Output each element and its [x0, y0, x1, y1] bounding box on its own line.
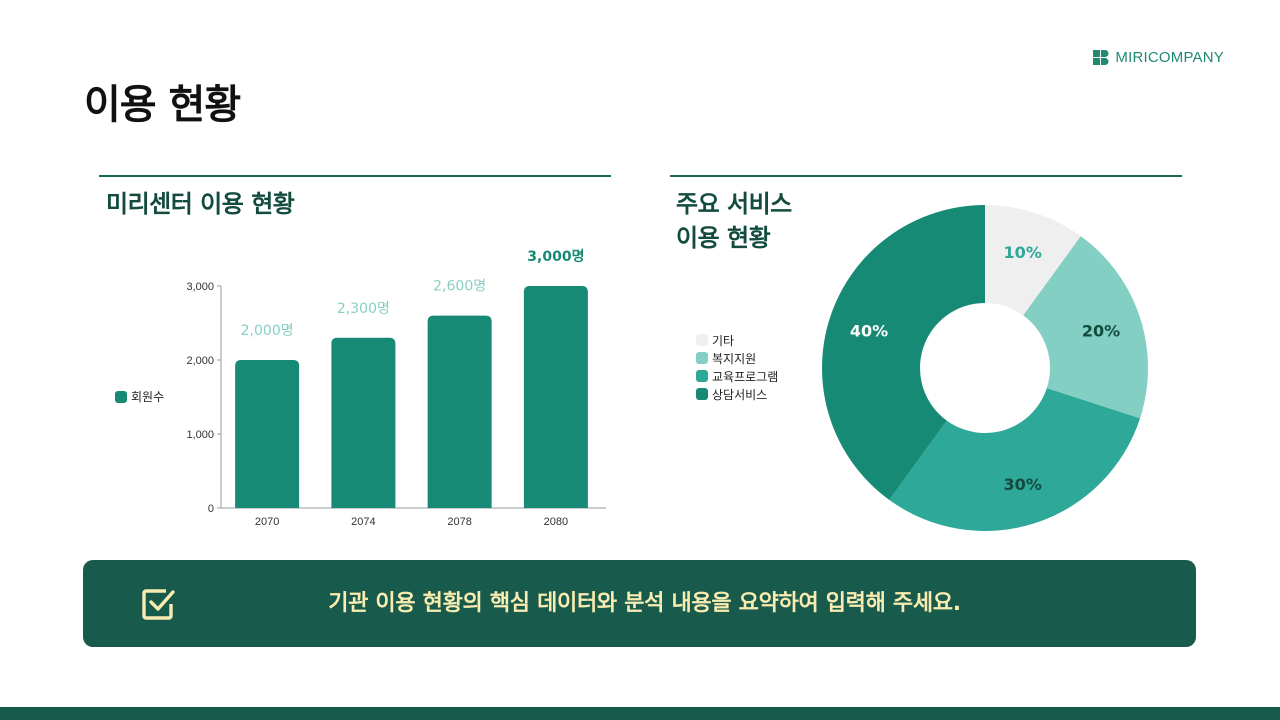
- service-donut-chart: 10% 20% 30% 40%: [822, 205, 1148, 531]
- legend-item-counseling: 상담서비스: [696, 385, 778, 403]
- donut-slice-welfare: [1023, 236, 1148, 419]
- summary-banner: 기관 이용 현황의 핵심 데이터와 분석 내용을 요약하여 입력해 주세요.: [83, 560, 1196, 647]
- bar-data-label: 2,000명: [241, 323, 294, 339]
- donut-panel-title: 주요 서비스 이용 현황: [676, 187, 792, 255]
- legend-swatch-counseling: [696, 388, 708, 400]
- bar-legend: 회원수: [115, 388, 164, 405]
- donut-data-label: 20%: [1082, 321, 1120, 340]
- legend-label-counseling: 상담서비스: [712, 387, 768, 402]
- panel-divider: [99, 175, 611, 177]
- y-tick-label: 1,000: [186, 429, 214, 441]
- donut-data-label: 40%: [850, 321, 888, 340]
- bar-data-label: 3,000명: [527, 248, 584, 265]
- bar-panel-title: 미리센터 이용 현황: [106, 190, 295, 218]
- x-tick-label: 2070: [255, 516, 279, 528]
- x-tick-label: 2074: [351, 516, 375, 528]
- y-tick-label: 3,000: [186, 281, 214, 293]
- legend-label-welfare: 복지지원: [712, 351, 757, 366]
- x-tick-label: 2078: [447, 516, 471, 528]
- member-bar-chart: 0 1,000 2,000 3,000 2,000명 2070 2,300명 2074 2,60…: [186, 248, 606, 528]
- bar-2070: [235, 360, 300, 508]
- bar-2080: [523, 286, 588, 508]
- legend-label-education: 교육프로그램: [712, 369, 779, 384]
- checkbox-check-icon: [140, 586, 176, 626]
- x-tick-label: 2080: [544, 516, 568, 528]
- bar-2074: [331, 337, 396, 508]
- page-title: 이용 현황: [84, 82, 241, 128]
- legend-label-etc: 기타: [712, 333, 735, 348]
- y-tick-label: 0: [208, 503, 214, 515]
- legend-swatch-education: [696, 370, 708, 382]
- y-tick-label: 2,000: [186, 355, 214, 367]
- donut-title-line-2: 이용 현황: [676, 224, 771, 252]
- donut-title-line-1: 주요 서비스: [676, 190, 792, 218]
- miricompany-logo-icon: [1092, 49, 1109, 66]
- legend-item-etc: 기타: [696, 331, 778, 349]
- legend-item-education: 교육프로그램: [696, 367, 778, 385]
- donut-slice-counseling: [822, 205, 985, 500]
- footer-bar: [0, 707, 1280, 720]
- donut-data-label: 10%: [1004, 243, 1042, 262]
- donut-slice-education: [889, 388, 1141, 531]
- donut-slice-etc: [985, 205, 1081, 316]
- legend-label-members: 회원수: [131, 390, 165, 404]
- donut-legend: 기타 복지지원 교육프로그램 상담서비스: [696, 331, 778, 403]
- donut-data-label: 30%: [1004, 475, 1042, 494]
- legend-swatch-welfare: [696, 352, 708, 364]
- usage-bar-panel: 미리센터 이용 현황 0 1,000 2,000 3,000 2,000명 2070 2,3…: [99, 175, 611, 550]
- banner-text[interactable]: 기관 이용 현황의 핵심 데이터와 분석 내용을 요약하여 입력해 주세요.: [328, 591, 961, 616]
- brand-logo: MIRICOMPANY: [1092, 49, 1224, 66]
- bar-data-label: 2,300명: [337, 301, 390, 317]
- brand-name: MIRICOMPANY: [1115, 49, 1224, 66]
- legend-swatch-members: [115, 390, 127, 403]
- legend-swatch-etc: [696, 334, 708, 346]
- panel-divider: [670, 175, 1182, 177]
- legend-item-welfare: 복지지원: [696, 349, 778, 367]
- bar-2078: [427, 315, 492, 508]
- bar-data-label: 2,600명: [433, 279, 486, 295]
- service-donut-panel: 주요 서비스 이용 현황 10% 20% 30% 40% 기타 복지지원 교육프로그램…: [670, 175, 1182, 550]
